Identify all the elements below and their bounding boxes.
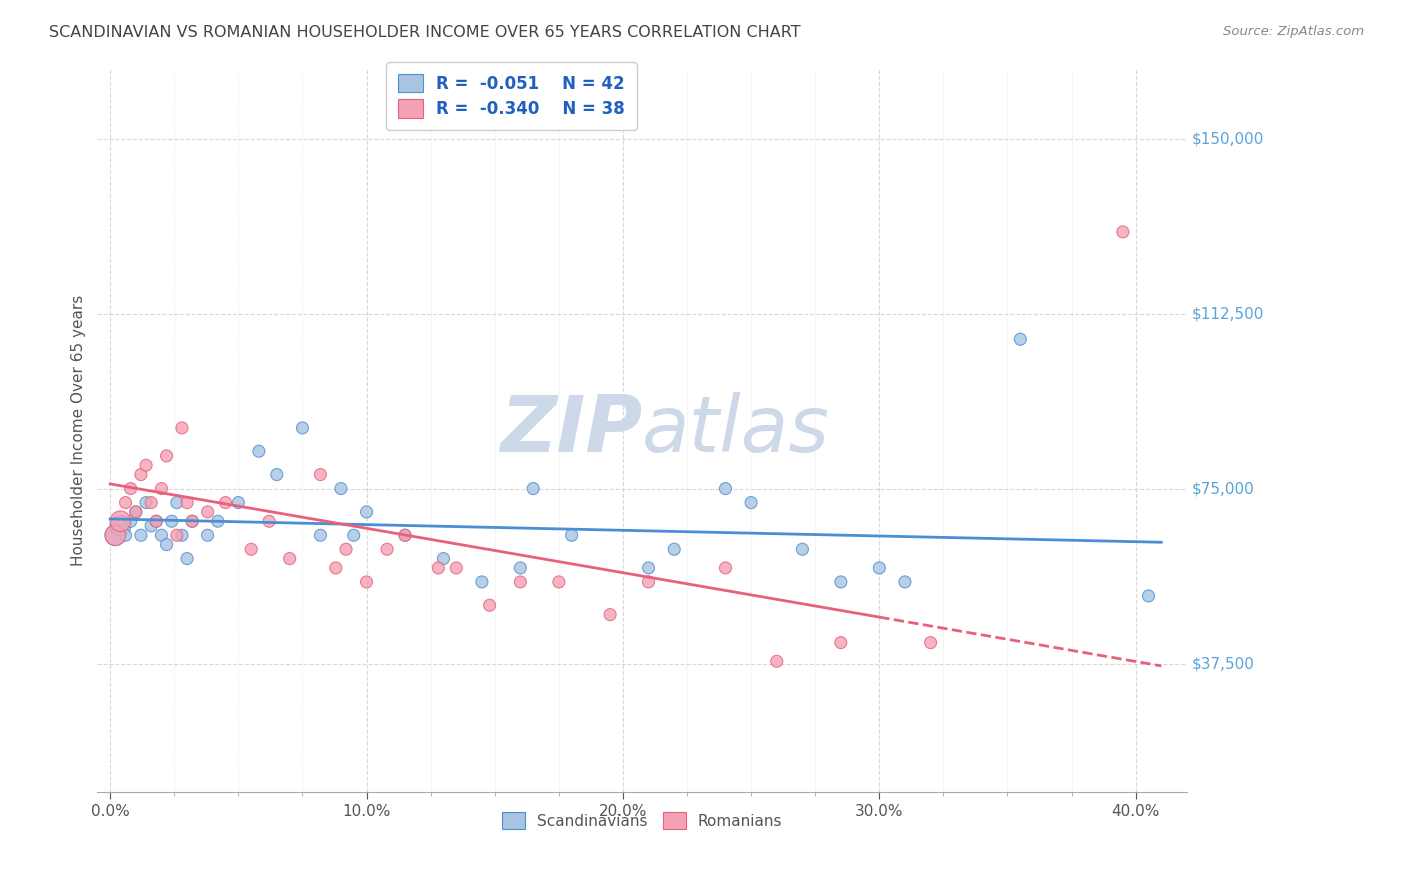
Point — [145, 514, 167, 528]
Point — [637, 561, 659, 575]
Point — [547, 574, 569, 589]
Text: $150,000: $150,000 — [1192, 131, 1264, 146]
Point — [830, 574, 852, 589]
Point — [155, 449, 177, 463]
Point — [150, 482, 173, 496]
Point — [214, 495, 236, 509]
Point — [125, 505, 148, 519]
Point — [155, 538, 177, 552]
Point — [135, 495, 157, 509]
Point — [197, 505, 219, 519]
Text: $112,500: $112,500 — [1192, 306, 1264, 321]
Point — [266, 467, 288, 482]
Point — [356, 574, 378, 589]
Point — [1010, 332, 1032, 346]
Point — [522, 482, 544, 496]
Point — [197, 528, 219, 542]
Point — [240, 542, 263, 557]
Point — [599, 607, 621, 622]
Point — [120, 482, 142, 496]
Point — [129, 528, 152, 542]
Point — [509, 574, 531, 589]
Point — [714, 561, 737, 575]
Point — [150, 528, 173, 542]
Point — [375, 542, 398, 557]
Point — [561, 528, 583, 542]
Text: ZIP: ZIP — [501, 392, 643, 468]
Text: Source: ZipAtlas.com: Source: ZipAtlas.com — [1223, 25, 1364, 38]
Point — [291, 421, 314, 435]
Point — [792, 542, 814, 557]
Point — [170, 528, 193, 542]
Point — [868, 561, 890, 575]
Point — [714, 482, 737, 496]
Point — [145, 514, 167, 528]
Point — [141, 519, 163, 533]
Point — [329, 482, 352, 496]
Point — [257, 514, 280, 528]
Point — [394, 528, 416, 542]
Point — [394, 528, 416, 542]
Point — [278, 551, 301, 566]
Text: atlas: atlas — [643, 392, 830, 468]
Point — [104, 528, 127, 542]
Point — [176, 495, 198, 509]
Point — [509, 561, 531, 575]
Point — [125, 505, 148, 519]
Point — [765, 654, 787, 668]
Point — [160, 514, 183, 528]
Text: $37,500: $37,500 — [1192, 657, 1256, 671]
Text: SCANDINAVIAN VS ROMANIAN HOUSEHOLDER INCOME OVER 65 YEARS CORRELATION CHART: SCANDINAVIAN VS ROMANIAN HOUSEHOLDER INC… — [49, 25, 801, 40]
Point — [446, 561, 468, 575]
Point — [247, 444, 270, 458]
Point — [104, 528, 127, 542]
Point — [309, 467, 332, 482]
Point — [110, 514, 132, 528]
Point — [432, 551, 454, 566]
Point — [176, 551, 198, 566]
Point — [664, 542, 686, 557]
Point — [740, 495, 762, 509]
Point — [166, 528, 188, 542]
Point — [129, 467, 152, 482]
Point — [637, 574, 659, 589]
Point — [120, 514, 142, 528]
Point — [207, 514, 229, 528]
Point — [141, 495, 163, 509]
Point — [309, 528, 332, 542]
Point — [181, 514, 204, 528]
Legend: Scandinavians, Romanians: Scandinavians, Romanians — [496, 806, 789, 835]
Point — [114, 495, 136, 509]
Y-axis label: Householder Income Over 65 years: Householder Income Over 65 years — [72, 294, 86, 566]
Point — [335, 542, 357, 557]
Point — [343, 528, 366, 542]
Point — [471, 574, 494, 589]
Point — [920, 635, 942, 649]
Point — [325, 561, 347, 575]
Point — [478, 599, 501, 613]
Point — [170, 421, 193, 435]
Point — [181, 514, 204, 528]
Point — [166, 495, 188, 509]
Point — [114, 528, 136, 542]
Point — [356, 505, 378, 519]
Point — [228, 495, 250, 509]
Point — [1137, 589, 1160, 603]
Point — [830, 635, 852, 649]
Point — [1112, 225, 1135, 239]
Point — [135, 458, 157, 473]
Point — [110, 519, 132, 533]
Point — [427, 561, 450, 575]
Text: $75,000: $75,000 — [1192, 481, 1254, 496]
Point — [894, 574, 917, 589]
